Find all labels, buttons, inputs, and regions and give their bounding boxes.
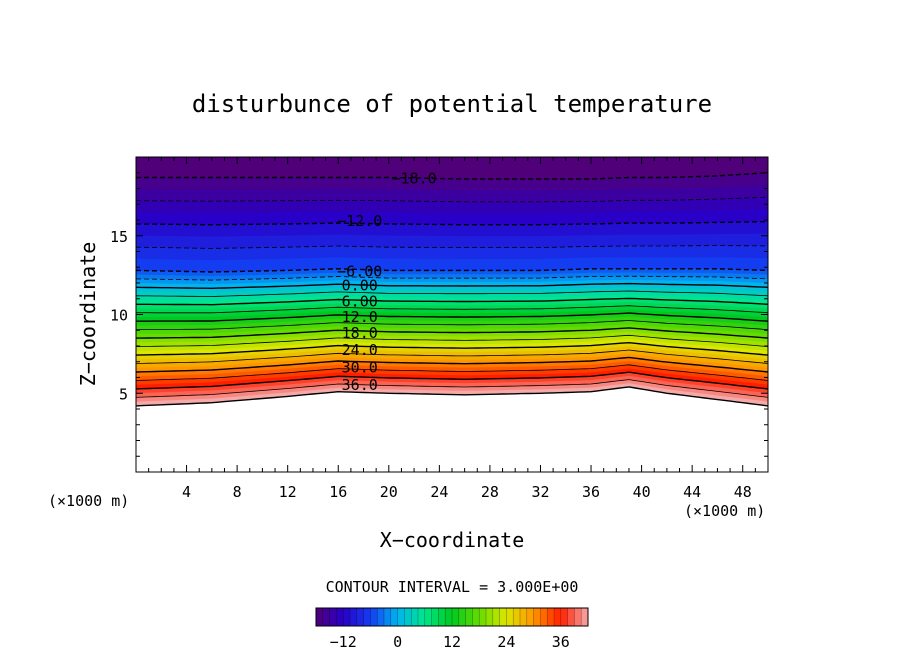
colorbar-cell xyxy=(499,608,507,626)
x-tick-label: 8 xyxy=(233,483,242,501)
colorbar-cell xyxy=(581,608,589,626)
x-tick-label: 20 xyxy=(380,483,398,501)
contour-label: −18.0 xyxy=(392,169,437,187)
colorbar-cell xyxy=(370,608,378,626)
y-tick-label: 5 xyxy=(119,385,128,403)
colorbar-cell xyxy=(526,608,535,626)
colorbar-cell xyxy=(533,608,541,626)
contour-label: −12.0 xyxy=(337,212,382,230)
contour-label: −6.00 xyxy=(337,262,382,280)
colorbar-cell xyxy=(445,608,453,626)
colorbar-ticks: −12 0 12 24 36 xyxy=(330,633,570,651)
colorbar-cell xyxy=(390,608,399,626)
colorbar-cell xyxy=(343,608,351,626)
colorbar-cell xyxy=(336,608,344,626)
colorbar-cell xyxy=(479,608,487,626)
x-tick-label: 16 xyxy=(329,483,347,501)
x-tick-label: 32 xyxy=(531,483,549,501)
x-unit-right: (×1000 m) xyxy=(684,502,765,520)
colorbar-cell xyxy=(486,608,494,626)
colorbar-cell xyxy=(513,608,521,626)
colorbar-cell xyxy=(350,608,358,626)
colorbar-cell xyxy=(431,608,439,626)
contour-label: 18.0 xyxy=(342,324,378,342)
colorbar-cell xyxy=(322,608,331,626)
contour-label: 12.0 xyxy=(342,308,378,326)
colorbar-cell xyxy=(506,608,514,626)
colorbar-cell xyxy=(547,608,555,626)
x-unit-left: (×1000 m) xyxy=(48,492,129,510)
colorbar-cell xyxy=(492,608,501,626)
colorbar-tick-label: 0 xyxy=(393,633,402,651)
x-tick-label: 24 xyxy=(430,483,448,501)
colorbar-tick-label: 12 xyxy=(443,633,461,651)
colorbar-tick-label: −12 xyxy=(330,633,357,651)
colorbar-cell xyxy=(316,608,324,626)
colorbar-cell xyxy=(363,608,371,626)
y-axis-label: Z−coordinate xyxy=(76,242,100,387)
y-tick-label: 10 xyxy=(110,307,128,325)
contour-label: 0.00 xyxy=(342,277,378,295)
contour-interval-label: CONTOUR INTERVAL = 3.000E+00 xyxy=(326,578,579,596)
colorbar-cell xyxy=(377,608,385,626)
colorbar-cell xyxy=(411,608,419,626)
colorbar-cell xyxy=(540,608,548,626)
x-tick-label: 12 xyxy=(279,483,297,501)
y-tick-label: 15 xyxy=(110,228,128,246)
x-tick-label: 4 xyxy=(182,483,191,501)
x-tick-label: 48 xyxy=(734,483,752,501)
colorbar-cell xyxy=(397,608,405,626)
contour-label: 6.00 xyxy=(342,292,378,310)
x-tick-label: 36 xyxy=(582,483,600,501)
colorbar-cell xyxy=(574,608,582,626)
contour-labels: −18.0 −12.0 −6.000.006.0012.018.024.030.03… xyxy=(337,169,437,393)
contour-lines xyxy=(136,172,768,407)
x-tick-label: 40 xyxy=(633,483,651,501)
x-tick-label: 44 xyxy=(683,483,701,501)
colorbar-cell xyxy=(554,608,562,626)
colorbar-cell xyxy=(465,608,473,626)
colorbar-tick-label: 36 xyxy=(552,633,570,651)
y-axis-ticks: 5 10 15 xyxy=(110,172,768,457)
colorbar xyxy=(315,607,589,627)
colorbar-cell xyxy=(329,608,337,626)
colorbar-cell xyxy=(560,608,569,626)
chart-title: disturbunce of potential temperature xyxy=(192,90,712,118)
plot-area xyxy=(136,157,768,472)
colorbar-cell xyxy=(424,608,433,626)
contour-label: 30.0 xyxy=(342,358,378,376)
colorbar-cell xyxy=(458,608,467,626)
colorbar-tick-label: 24 xyxy=(497,633,515,651)
colorbar-cell xyxy=(356,608,365,626)
colorbar-frame xyxy=(315,607,589,627)
colorbar-cell xyxy=(472,608,480,626)
x-axis-label: X−coordinate xyxy=(380,528,525,552)
colorbar-cell xyxy=(520,608,528,626)
colorbar-cell xyxy=(418,608,426,626)
colorbar-cell xyxy=(452,608,460,626)
x-tick-label: 28 xyxy=(481,483,499,501)
colorbar-cell xyxy=(438,608,446,626)
colorbar-cell xyxy=(404,608,412,626)
colorbar-cell xyxy=(567,608,575,626)
x-axis-ticks: 4 8 12 16 20 24 28 32 36 40 44 48 xyxy=(148,157,756,501)
contour-label: 24.0 xyxy=(342,341,378,359)
contour-label: 36.0 xyxy=(342,376,378,394)
colorbar-cell xyxy=(384,608,392,626)
